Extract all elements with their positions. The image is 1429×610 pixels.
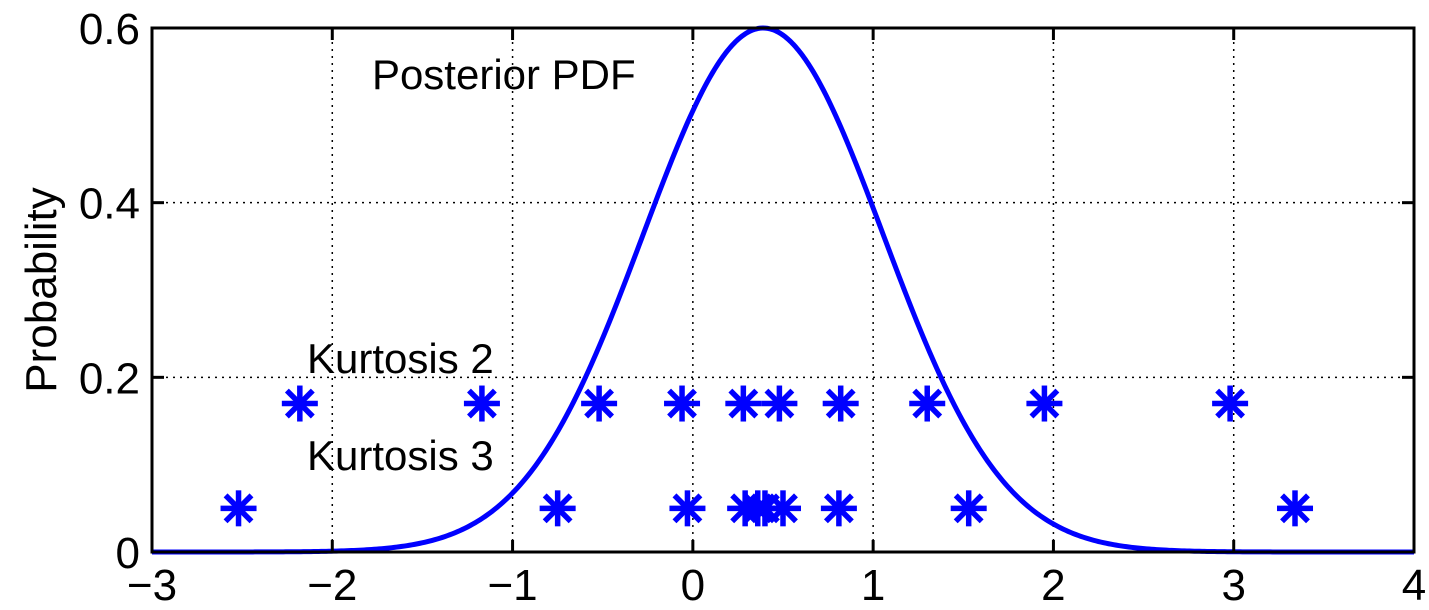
marker-series-3 [539, 490, 576, 527]
marker-series-2 [1212, 385, 1249, 422]
marker-series-2 [725, 385, 762, 422]
marker-series-2 [281, 385, 318, 422]
marker-series-2 [581, 385, 618, 422]
y-tick-label: 0 [116, 529, 140, 578]
x-tick-label: −3 [127, 561, 177, 610]
y-tick-label: 0.2 [79, 354, 140, 403]
plot-background [152, 28, 1414, 552]
annotations: Posterior PDF Kurtosis 2 Kurtosis 3 [307, 51, 636, 479]
marker-series-3 [820, 490, 857, 527]
y-tick-label: 0.4 [79, 180, 140, 229]
x-tick-label: −2 [307, 561, 357, 610]
marker-series-3 [220, 490, 257, 527]
tick-marks [150, 26, 1416, 554]
marker-series-3 [765, 490, 801, 527]
y-tick-label: 0.6 [79, 5, 140, 54]
marker-series-3 [1277, 490, 1314, 527]
annotation-label: Posterior PDF [372, 51, 636, 98]
y-axis-label: Probability [17, 187, 66, 392]
x-tick-label: 3 [1221, 561, 1245, 610]
x-tick-label: 0 [681, 561, 705, 610]
x-tick-label: 1 [861, 561, 885, 610]
x-tick-labels: −3 −2 −1 0 1 2 3 4 [127, 561, 1426, 610]
x-tick-label: 4 [1402, 561, 1426, 610]
annotation-label: Kurtosis 2 [307, 335, 494, 382]
marker-series-3 [950, 490, 987, 527]
x-tick-label: 2 [1041, 561, 1065, 610]
x-tick-label: −1 [487, 561, 537, 610]
marker-series-2 [664, 385, 701, 422]
marker-series-3 [669, 490, 706, 527]
grid-lines [152, 28, 1414, 552]
marker-series-2 [463, 385, 500, 422]
plot-frame [150, 26, 1416, 554]
marker-series-2 [909, 385, 946, 422]
marker-layer [220, 385, 1314, 527]
marker-series-2 [1026, 385, 1063, 422]
marker-series-2 [761, 385, 798, 422]
marker-series-2 [822, 385, 859, 422]
annotation-label: Kurtosis 3 [307, 432, 494, 479]
y-tick-labels: 0 0.2 0.4 0.6 [79, 5, 140, 578]
